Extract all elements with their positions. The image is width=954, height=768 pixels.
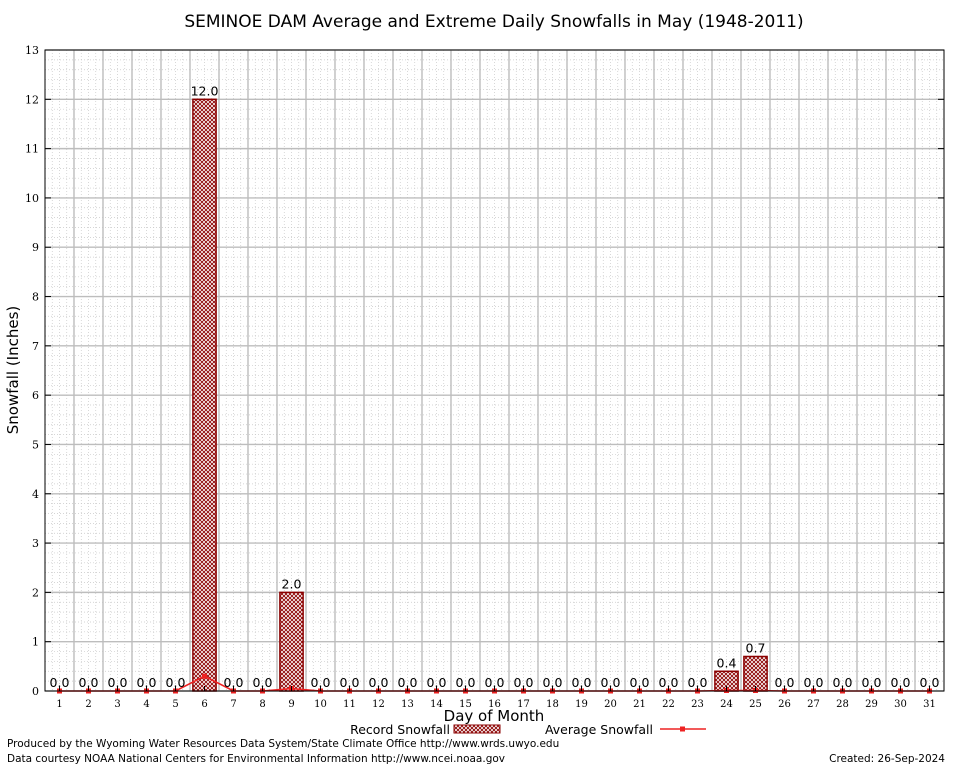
bar-value-label: 0.0 <box>79 675 99 690</box>
x-tick-label: 12 <box>372 699 385 710</box>
x-tick-label: 7 <box>230 699 236 710</box>
x-tick-label: 20 <box>604 699 617 710</box>
x-axis-label: Day of Month <box>444 707 545 725</box>
x-tick-label: 1 <box>56 699 62 710</box>
bar-value-label: 0.0 <box>137 675 157 690</box>
bar-value-label: 0.0 <box>166 675 186 690</box>
bar-value-label: 0.0 <box>891 675 911 690</box>
x-tick-label: 3 <box>114 699 120 710</box>
bar-value-label: 0.0 <box>543 675 563 690</box>
bar-day-25 <box>743 655 768 692</box>
legend: Record Snowfall Average Snowfall <box>350 722 706 737</box>
bar-day-6 <box>192 98 217 692</box>
y-tick-label: 9 <box>32 241 39 254</box>
y-tick-label: 6 <box>32 389 39 402</box>
legend-record-label: Record Snowfall <box>350 722 450 737</box>
bar-value-label: 0.0 <box>630 675 650 690</box>
x-tick-label: 26 <box>778 699 791 710</box>
x-tick-label: 27 <box>807 699 820 710</box>
x-tick-label: 22 <box>662 699 675 710</box>
y-tick-label: 4 <box>32 488 39 501</box>
x-tick-label: 13 <box>401 699 414 710</box>
bar-value-label: 0.0 <box>514 675 534 690</box>
bar-value-label: 0.0 <box>804 675 824 690</box>
x-tick-label: 31 <box>923 699 936 710</box>
x-tick-label: 19 <box>575 699 588 710</box>
bar-value-label: 0.0 <box>659 675 679 690</box>
bar-value-label: 0.0 <box>688 675 708 690</box>
y-tick-label: 1 <box>32 636 39 649</box>
x-tick-label: 2 <box>85 699 91 710</box>
bar-value-label: 0.0 <box>775 675 795 690</box>
y-tick-label: 5 <box>32 438 39 451</box>
y-tick-label: 13 <box>25 44 39 57</box>
x-tick-label: 8 <box>259 699 265 710</box>
bar-value-label: 0.0 <box>920 675 940 690</box>
y-tick-label: 2 <box>32 586 39 599</box>
bar-value-label: 0.0 <box>253 675 273 690</box>
x-tick-label: 30 <box>894 699 907 710</box>
bar-value-label: 0.0 <box>456 675 476 690</box>
bar-value-label: 0.0 <box>398 675 418 690</box>
legend-average-marker <box>680 726 685 732</box>
footer-produced-by: Produced by the Wyoming Water Resources … <box>7 738 560 750</box>
bar-value-label: 12.0 <box>191 83 219 98</box>
bar-value-label: 0.0 <box>369 675 389 690</box>
bar-value-label: 0.0 <box>485 675 505 690</box>
x-tick-label: 11 <box>343 699 356 710</box>
x-tick-label: 17 <box>517 699 530 710</box>
bar-value-label: 2.0 <box>282 576 302 591</box>
y-tick-label: 10 <box>25 192 39 205</box>
average-point-day-6 <box>202 673 207 679</box>
x-tick-label: 24 <box>720 699 733 710</box>
bar-value-label: 0.0 <box>833 675 853 690</box>
bar-day-9 <box>279 591 304 692</box>
x-tick-label: 9 <box>288 699 294 710</box>
y-tick-label: 12 <box>25 93 39 106</box>
y-tick-label: 3 <box>32 537 39 550</box>
chart-title: SEMINOE DAM Average and Extreme Daily Sn… <box>184 12 803 32</box>
bar-value-label: 0.0 <box>224 675 244 690</box>
x-tick-label: 10 <box>314 699 327 710</box>
y-tick-label: 8 <box>32 291 39 304</box>
legend-average-label: Average Snowfall <box>545 722 653 737</box>
y-tick-label: 11 <box>25 143 39 156</box>
x-tick-label: 5 <box>172 699 178 710</box>
legend-record-swatch <box>453 724 501 734</box>
x-tick-label: 6 <box>201 699 207 710</box>
bar-value-label: 0.0 <box>50 675 70 690</box>
footer-created: Created: 26-Sep-2024 <box>829 753 945 765</box>
bar-value-label: 0.4 <box>717 655 737 670</box>
bar-value-label: 0.0 <box>572 675 592 690</box>
x-tick-label: 14 <box>430 699 443 710</box>
y-tick-label: 0 <box>32 685 39 698</box>
x-tick-label: 21 <box>633 699 646 710</box>
bar-value-label: 0.0 <box>108 675 128 690</box>
bar-value-label: 0.0 <box>340 675 360 690</box>
x-tick-label: 4 <box>143 699 149 710</box>
bar-value-label: 0.0 <box>311 675 331 690</box>
x-tick-label: 25 <box>749 699 762 710</box>
x-tick-label: 23 <box>691 699 704 710</box>
x-tick-label: 16 <box>488 699 501 710</box>
y-tick-label: 7 <box>32 340 39 353</box>
bar-value-label: 0.0 <box>427 675 447 690</box>
bar-value-label: 0.7 <box>746 640 766 655</box>
y-axis-label: Snowfall (Inches) <box>4 306 22 434</box>
x-tick-label: 18 <box>546 699 559 710</box>
footer-courtesy: Data courtesy NOAA National Centers for … <box>7 753 506 765</box>
x-tick-label: 15 <box>459 699 472 710</box>
bar-value-label: 0.0 <box>601 675 621 690</box>
x-tick-label: 29 <box>865 699 878 710</box>
x-tick-label: 28 <box>836 699 849 710</box>
bar-value-label: 0.0 <box>862 675 882 690</box>
